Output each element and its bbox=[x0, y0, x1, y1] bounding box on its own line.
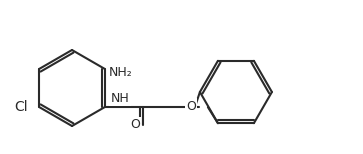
Text: O: O bbox=[186, 99, 196, 113]
Text: O: O bbox=[130, 118, 140, 132]
Text: NH₂: NH₂ bbox=[109, 67, 133, 79]
Text: NH: NH bbox=[111, 91, 129, 105]
Text: Cl: Cl bbox=[14, 100, 28, 114]
